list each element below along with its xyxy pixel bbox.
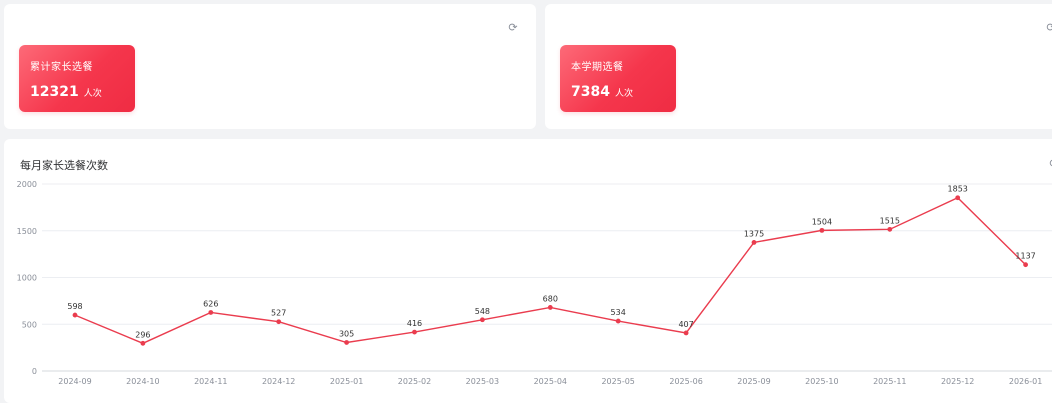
stat-value-row: 7384 人次 <box>571 84 633 100</box>
x-tick-label: 2024-11 <box>194 377 227 386</box>
stat-value: 12321 <box>30 84 79 100</box>
refresh-icon[interactable]: ⟳ <box>1048 158 1052 170</box>
data-point <box>887 226 893 232</box>
stat-value-row: 12321 人次 <box>30 84 102 100</box>
x-tick-label: 2025-03 <box>466 377 499 386</box>
x-tick-label: 2025-12 <box>941 377 974 386</box>
data-point <box>344 340 349 345</box>
data-point <box>955 195 961 201</box>
chart-title: 每月家长选餐次数 <box>20 159 108 172</box>
x-tick-label: 2025-02 <box>398 377 431 386</box>
summary-panel-right: ⟳ 本学期选餐 7384 人次 <box>545 4 1052 129</box>
y-tick-label: 2000 <box>17 180 37 189</box>
y-tick-label: 500 <box>22 320 37 329</box>
data-point <box>140 340 146 346</box>
y-tick-label: 1000 <box>17 274 37 283</box>
data-label: 534 <box>611 308 626 317</box>
summary-panel-left: ⟳ 累计家长选餐 12321 人次 <box>4 4 536 129</box>
y-tick-label: 1500 <box>17 227 37 236</box>
data-label: 1853 <box>948 185 968 194</box>
data-label: 407 <box>678 320 693 329</box>
stat-card-total-selections: 累计家长选餐 12321 人次 <box>19 45 135 112</box>
chart-panel: 每月家长选餐次数 ⟳ 0 500 1000 1500 2000 2024-09 2024-1… <box>4 139 1052 403</box>
line-chart: 0 500 1000 1500 2000 2024-09 2024-10 2024-11 202… <box>17 180 1052 386</box>
x-tick-label: 2025-11 <box>873 377 906 386</box>
data-point <box>547 305 553 310</box>
data-label: 626 <box>203 299 218 308</box>
refresh-icon[interactable]: ⟳ <box>1046 21 1052 34</box>
data-label: 305 <box>339 329 354 338</box>
data-point <box>412 329 417 335</box>
data-label: 1504 <box>812 217 832 226</box>
data-label: 598 <box>67 302 82 311</box>
x-tick-label: 2025-10 <box>805 377 838 386</box>
stat-card-semester-selections: 本学期选餐 7384 人次 <box>560 45 676 112</box>
data-point <box>615 318 621 324</box>
refresh-icon[interactable]: ⟳ <box>508 21 518 34</box>
data-point <box>819 227 825 233</box>
data-point <box>208 310 214 315</box>
stat-label: 累计家长选餐 <box>30 62 93 73</box>
data-label: 548 <box>475 307 490 316</box>
y-tick-label: 0 <box>32 367 37 376</box>
x-tick-label: 2026-01 <box>1009 377 1042 386</box>
data-label: 416 <box>407 319 422 328</box>
stat-unit: 人次 <box>83 89 102 99</box>
stat-value: 7384 <box>571 84 610 100</box>
x-tick-label: 2025-09 <box>737 377 770 386</box>
x-tick-label: 2025-05 <box>601 377 634 386</box>
x-tick-label: 2025-06 <box>669 377 702 386</box>
data-point <box>751 240 757 245</box>
x-tick-label: 2024-12 <box>262 377 295 386</box>
x-tick-label: 2025-01 <box>330 377 363 386</box>
data-point <box>1023 262 1028 268</box>
x-tick-label: 2024-09 <box>58 377 91 386</box>
data-label: 296 <box>135 330 150 339</box>
data-label: 1515 <box>880 216 900 225</box>
x-tick-label: 2025-04 <box>534 377 567 386</box>
data-label: 527 <box>271 309 286 318</box>
data-point <box>276 319 282 325</box>
data-label: 1137 <box>1015 252 1035 261</box>
data-point <box>683 330 689 336</box>
data-point <box>480 317 485 323</box>
stat-label: 本学期选餐 <box>571 62 624 73</box>
data-label: 680 <box>543 294 558 303</box>
x-tick-label: 2024-10 <box>126 377 159 386</box>
data-label: 1375 <box>744 229 764 238</box>
stat-unit: 人次 <box>614 89 633 99</box>
data-point <box>72 312 78 318</box>
